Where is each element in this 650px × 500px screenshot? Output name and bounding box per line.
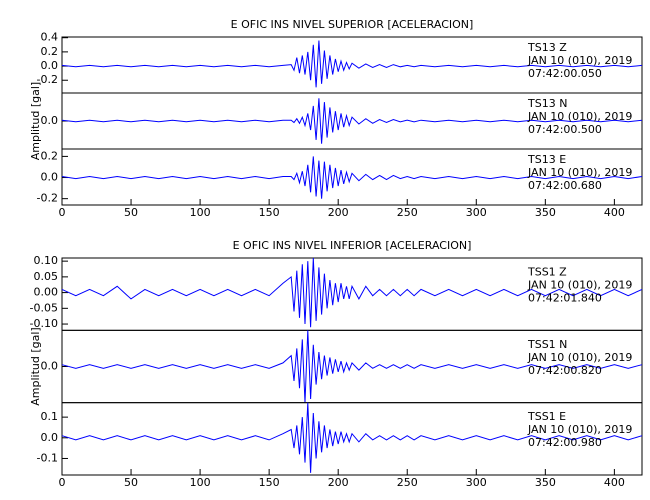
trace-annotation: 07:42:00.050	[528, 67, 602, 80]
y-tick-label: -0.2	[37, 73, 58, 86]
x-tick-label: 0	[59, 206, 66, 219]
panel-frame	[61, 402, 643, 476]
y-tick-label: 0.0	[41, 59, 59, 72]
trace-annotation: 07:42:01.840	[528, 291, 602, 304]
trace-annotation: JAN 10 (010), 2019	[527, 54, 632, 67]
x-tick-label: 150	[259, 476, 280, 489]
x-tick-label: 200	[328, 476, 349, 489]
x-tick-label: 250	[397, 206, 418, 219]
waveform	[61, 156, 643, 199]
y-tick-label: 0.05	[34, 270, 59, 283]
waveform	[61, 98, 643, 144]
y-tick-label: 0.10	[34, 254, 59, 267]
x-tick-label: 250	[397, 476, 418, 489]
waveform	[61, 330, 643, 403]
trace-annotation: 07:42:00.980	[528, 436, 602, 449]
chart-title: E OFIC INS NIVEL SUPERIOR [ACELERACION]	[231, 18, 474, 31]
y-tick-label: 0.0	[41, 171, 59, 184]
trace-annotation: TSS1 N	[527, 338, 567, 351]
y-axis-label: Amplitud [gal]	[29, 327, 42, 405]
trace-annotation: 07:42:00.500	[528, 123, 602, 136]
y-tick-label: -0.2	[37, 192, 58, 205]
trace-annotation: JAN 10 (010), 2019	[527, 166, 632, 179]
waveform	[61, 402, 643, 473]
trace-annotation: TSS1 E	[527, 410, 566, 423]
y-tick-label: 0.2	[41, 149, 59, 162]
y-tick-label: 0.1	[41, 410, 59, 423]
x-tick-label: 200	[328, 206, 349, 219]
chart-title: E OFIC INS NIVEL INFERIOR [ACELERACION]	[233, 239, 472, 252]
trace-annotation: TSS1 Z	[527, 265, 567, 278]
trace-annotation: JAN 10 (010), 2019	[527, 278, 632, 291]
x-tick-label: 300	[466, 206, 487, 219]
y-tick-label: 0.0	[41, 360, 59, 373]
trace-annotation: JAN 10 (010), 2019	[527, 110, 632, 123]
y-tick-label: -0.1	[37, 451, 58, 464]
trace-annotation: TS13 E	[527, 153, 566, 166]
trace-annotation: TS13 Z	[527, 41, 567, 54]
waveform	[61, 257, 643, 328]
x-tick-label: 100	[190, 476, 211, 489]
trace-annotation: 07:42:00.680	[528, 179, 602, 192]
y-tick-label: 0.2	[41, 45, 59, 58]
trace-annotation: 07:42:00.820	[528, 364, 602, 377]
trace-annotation: JAN 10 (010), 2019	[527, 351, 632, 364]
x-tick-label: 100	[190, 206, 211, 219]
x-tick-label: 50	[124, 206, 138, 219]
trace-annotation: TS13 N	[527, 97, 567, 110]
x-tick-label: 400	[604, 206, 625, 219]
y-tick-label: 0.0	[41, 114, 59, 127]
x-tick-label: 300	[466, 476, 487, 489]
x-tick-label: 350	[535, 476, 556, 489]
x-tick-label: 50	[124, 476, 138, 489]
waveform	[61, 40, 643, 88]
y-axis-label: Amplitud [gal]	[29, 82, 42, 160]
x-tick-label: 350	[535, 206, 556, 219]
y-tick-label: -0.10	[30, 317, 58, 330]
y-tick-label: -0.05	[30, 301, 58, 314]
y-tick-label: 0.00	[34, 286, 59, 299]
x-tick-label: 400	[604, 476, 625, 489]
x-tick-label: 150	[259, 206, 280, 219]
y-tick-label: 0.4	[41, 31, 59, 44]
trace-annotation: JAN 10 (010), 2019	[527, 423, 632, 436]
x-tick-label: 0	[59, 476, 66, 489]
y-tick-label: 0.0	[41, 431, 59, 444]
